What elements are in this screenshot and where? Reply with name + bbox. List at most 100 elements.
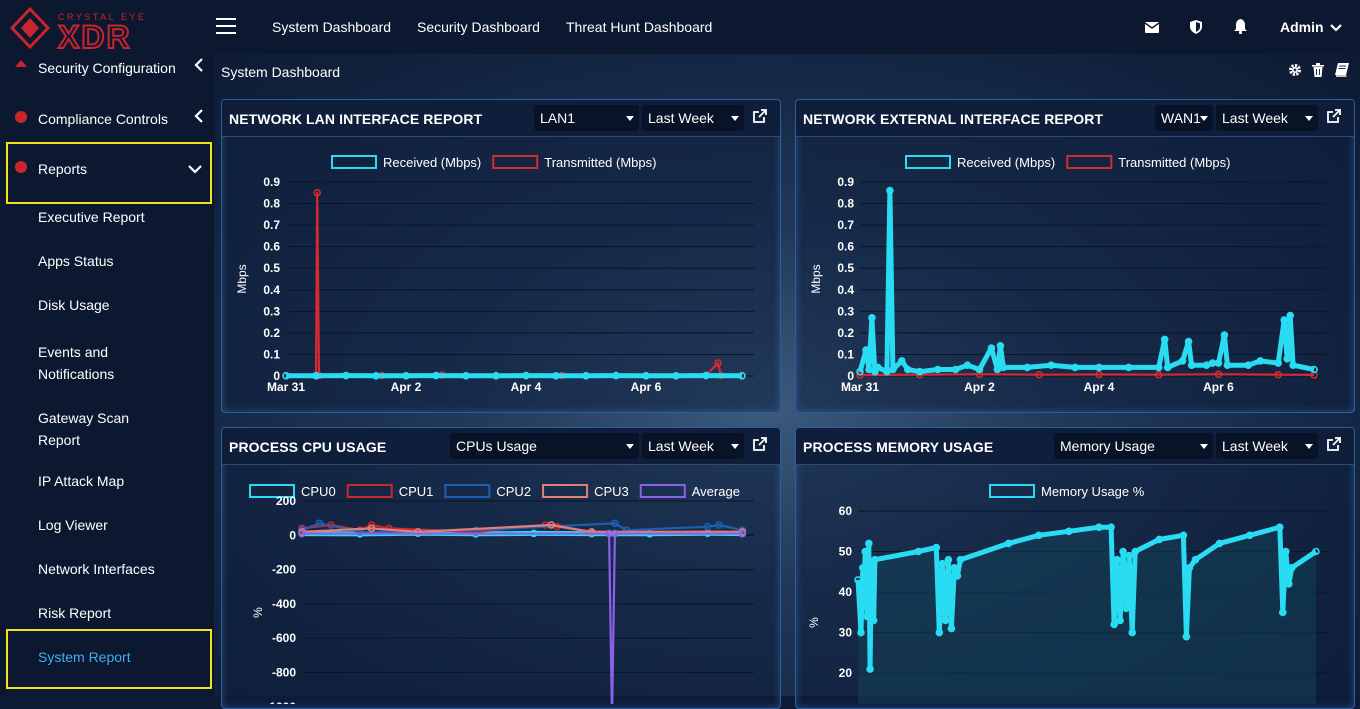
y-tick-label: 0.9 — [837, 175, 854, 189]
legend-entry[interactable]: CPU1 — [348, 484, 434, 499]
series-line — [286, 193, 742, 376]
series-received-mbps- — [857, 188, 1317, 375]
menu-toggle-icon[interactable] — [216, 18, 236, 34]
caret-down-icon — [1305, 444, 1313, 449]
y-tick-label: 0.2 — [837, 326, 854, 340]
interface-select[interactable]: LAN1 — [534, 105, 639, 131]
y-tick-label: 60 — [839, 504, 853, 518]
legend-entry[interactable]: Average — [641, 484, 740, 499]
gear-icon[interactable] — [1288, 63, 1302, 80]
y-tick-label: 30 — [839, 626, 853, 640]
panel-title: NETWORK LAN INTERFACE REPORT — [229, 111, 482, 127]
y-tick-label: -800 — [272, 666, 296, 680]
select-value: Memory Usage — [1060, 438, 1155, 454]
logo-diamond-icon — [12, 9, 48, 47]
nav-system-dashboard[interactable]: System Dashboard — [272, 19, 391, 35]
trash-icon[interactable] — [1312, 63, 1324, 80]
external-link-icon[interactable] — [1327, 437, 1341, 451]
x-tick-label: Apr 4 — [511, 380, 542, 394]
legend-entry[interactable]: Transmitted (Mbps) — [493, 155, 656, 170]
select-value: Last Week — [648, 438, 714, 454]
sidebar-subitem-label: Gateway Scan Report — [38, 407, 138, 451]
sidebar-subitem-label: Apps Status — [38, 253, 114, 269]
y-tick-label: 0.2 — [263, 326, 280, 340]
period-select[interactable]: Last Week — [642, 433, 744, 459]
nav-security-dashboard[interactable]: Security Dashboard — [417, 19, 540, 35]
sidebar-subitem-label: Log Viewer — [38, 517, 108, 533]
y-tick-label: -200 — [272, 563, 296, 577]
panel-network-lan: NETWORK LAN INTERFACE REPORT LAN1 Last W… — [221, 99, 781, 413]
period-select[interactable]: Last Week — [1216, 105, 1318, 131]
legend-label: CPU0 — [301, 484, 336, 499]
crystal-eye-xdr-logo[interactable]: CRYSTAL EYE XDR — [10, 4, 185, 50]
y-tick-label: 0.5 — [837, 261, 854, 275]
panel-header: PROCESS MEMORY USAGE Memory Usage Last W… — [796, 428, 1354, 465]
y-tick-label: 50 — [839, 545, 853, 559]
x-tick-label: Mar 31 — [267, 380, 305, 394]
y-axis-label: Mbps — [235, 264, 249, 293]
y-tick-label: 0.3 — [263, 304, 280, 318]
caret-down-icon — [1305, 116, 1313, 121]
external-link-icon[interactable] — [753, 109, 767, 123]
select-value: Last Week — [1222, 110, 1288, 126]
y-tick-label: 0.6 — [837, 240, 854, 254]
legend-entry[interactable]: Memory Usage % — [990, 484, 1145, 499]
sidebar-item-security-configuration[interactable]: Security Configuration — [0, 58, 214, 78]
chevron-down-icon — [188, 162, 202, 177]
panel-title: PROCESS CPU USAGE — [229, 439, 386, 455]
select-value: CPUs Usage — [456, 438, 537, 454]
y-axis-label: % — [251, 607, 265, 618]
external-link-icon[interactable] — [753, 437, 767, 451]
legend-swatch — [641, 485, 685, 497]
memory-chart: Memory Usage %102030405060% — [796, 464, 1354, 704]
legend-entry[interactable]: Transmitted (Mbps) — [1067, 155, 1230, 170]
x-tick-label: Apr 2 — [964, 380, 995, 394]
legend-label: CPU3 — [594, 484, 629, 499]
sidebar-item-compliance-controls[interactable]: Compliance Controls — [0, 108, 214, 128]
x-tick-label: Apr 6 — [631, 380, 662, 394]
y-axis-label: % — [807, 617, 821, 628]
legend-label: Transmitted (Mbps) — [1118, 155, 1230, 170]
sidebar-item-label: Compliance Controls — [38, 111, 168, 127]
sidebar-item-reports[interactable]: Reports — [0, 158, 214, 178]
mail-icon[interactable] — [1145, 21, 1159, 36]
legend-label: Transmitted (Mbps) — [544, 155, 656, 170]
legend-swatch — [493, 156, 537, 168]
legend-entry[interactable]: Received (Mbps) — [906, 155, 1055, 170]
user-name: Admin — [1280, 19, 1324, 35]
memory-select[interactable]: Memory Usage — [1054, 433, 1213, 459]
series-line — [860, 191, 1314, 372]
legend-entry[interactable]: CPU2 — [445, 484, 531, 499]
panel-header: PROCESS CPU USAGE CPUs Usage Last Week — [222, 428, 780, 465]
legend-swatch — [1067, 156, 1111, 168]
series-transmitted-mbps- — [283, 190, 745, 379]
cpu-select[interactable]: CPUs Usage — [450, 433, 639, 459]
caret-down-icon — [626, 116, 634, 121]
nav-threat-hunt-dashboard[interactable]: Threat Hunt Dashboard — [566, 19, 712, 35]
x-tick-label: Apr 6 — [1203, 380, 1234, 394]
chevron-left-icon — [194, 109, 204, 126]
period-select[interactable]: Last Week — [642, 105, 744, 131]
panel-title: PROCESS MEMORY USAGE — [803, 439, 993, 455]
sidebar-item-label: Reports — [38, 161, 87, 177]
external-link-icon[interactable] — [1327, 109, 1341, 123]
shield-icon[interactable] — [1190, 20, 1202, 37]
y-tick-label: 0.6 — [263, 240, 280, 254]
interface-select[interactable]: WAN1 — [1155, 105, 1213, 131]
legend-entry[interactable]: CPU3 — [543, 484, 629, 499]
period-select[interactable]: Last Week — [1216, 433, 1318, 459]
caret-down-icon — [731, 116, 739, 121]
y-tick-label: -1000 — [265, 700, 296, 704]
caret-down-icon — [731, 444, 739, 449]
panel-header: NETWORK LAN INTERFACE REPORT LAN1 Last W… — [222, 100, 780, 137]
legend-label: CPU2 — [496, 484, 531, 499]
legend-entry[interactable]: Received (Mbps) — [332, 155, 481, 170]
legend-swatch — [348, 485, 392, 497]
user-menu[interactable]: Admin — [1280, 19, 1342, 35]
bell-icon[interactable] — [1234, 19, 1247, 37]
y-tick-label: 0.5 — [263, 261, 280, 275]
sidebar-subitem-label: Executive Report — [38, 209, 145, 225]
select-value: Last Week — [1222, 438, 1288, 454]
book-icon[interactable] — [1335, 63, 1349, 80]
y-tick-label: 0.8 — [263, 197, 280, 211]
